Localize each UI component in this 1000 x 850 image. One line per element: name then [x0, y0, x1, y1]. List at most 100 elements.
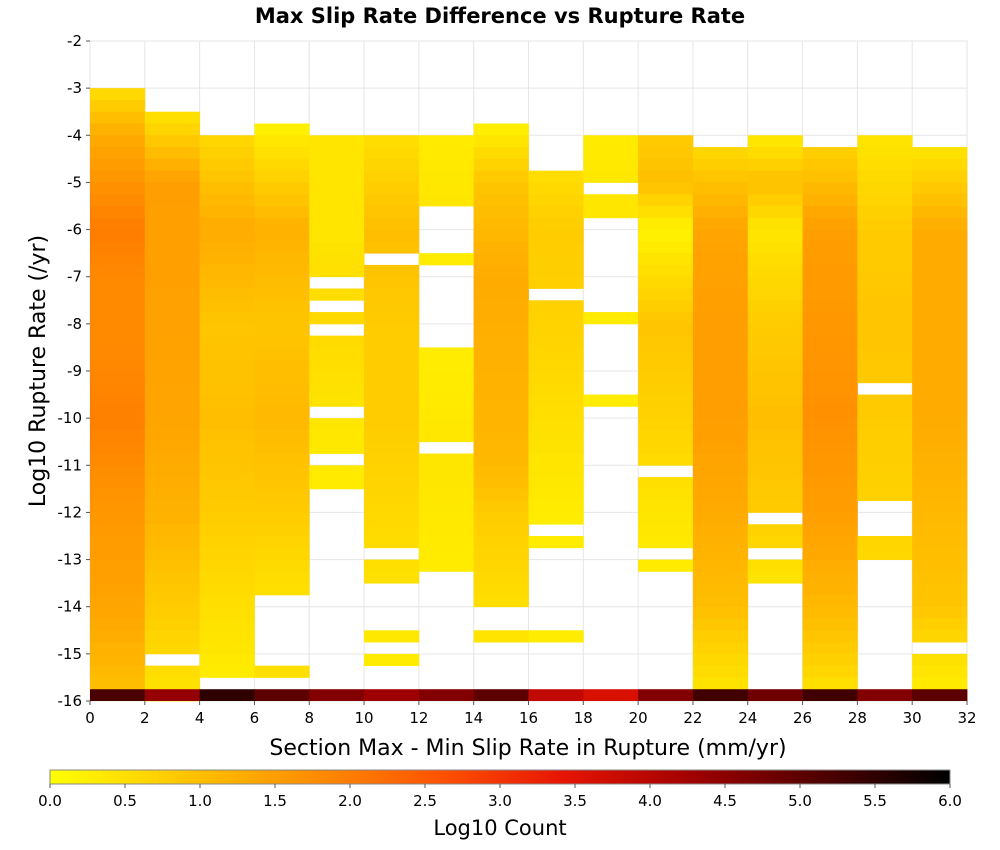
heatmap-cell — [364, 347, 420, 360]
heatmap-cell — [418, 158, 475, 172]
heatmap-cell — [254, 288, 310, 301]
y-tick-label: -13 — [58, 551, 83, 569]
heatmap-cell — [638, 500, 694, 513]
heatmap-cell — [528, 429, 584, 443]
heatmap-cell — [692, 253, 749, 266]
heatmap-cell — [90, 312, 146, 325]
heatmap-cell — [90, 359, 146, 372]
heatmap-cell — [473, 583, 529, 596]
heatmap-cell — [692, 147, 749, 160]
heatmap-cell — [309, 158, 365, 172]
heatmap-cell — [747, 206, 803, 219]
heatmap-cell — [90, 547, 146, 560]
heatmap-cell — [364, 382, 420, 395]
heatmap-cell — [747, 429, 803, 443]
heatmap-cell — [692, 429, 749, 443]
heatmap-cell — [912, 147, 968, 160]
heatmap-cell — [857, 323, 913, 337]
heatmap-cell — [199, 571, 255, 584]
heatmap-cell — [692, 583, 749, 596]
heatmap-cell — [418, 371, 475, 384]
heatmap-cell — [90, 594, 146, 608]
heatmap-cell — [912, 347, 968, 360]
heatmap-cell — [309, 241, 365, 254]
heatmap-cell — [364, 323, 420, 337]
heatmap-cell — [199, 524, 255, 537]
heatmap-cell — [254, 488, 310, 502]
heatmap-cell — [364, 194, 420, 207]
heatmap-cell — [912, 536, 968, 549]
heatmap-cell — [199, 229, 255, 242]
heatmap-cell — [692, 170, 749, 183]
y-tick-label: -16 — [58, 692, 83, 710]
heatmap-cell — [90, 477, 146, 490]
y-tick-label: -12 — [58, 503, 83, 521]
heatmap-cell — [144, 500, 201, 513]
heatmap-cell — [912, 594, 968, 608]
heatmap-cell — [528, 477, 584, 490]
heatmap-cell — [90, 88, 146, 101]
heatmap-cell-bottom — [418, 689, 475, 702]
heatmap-cell — [418, 170, 475, 183]
heatmap-cell — [747, 465, 803, 478]
colorbar-tick-label: 2.5 — [413, 792, 437, 810]
heatmap-cell — [802, 500, 858, 513]
heatmap-cell — [638, 536, 694, 549]
heatmap-cell — [692, 642, 749, 655]
heatmap-cell — [528, 630, 584, 643]
heatmap-cell — [254, 418, 310, 431]
heatmap-cell — [90, 524, 146, 537]
heatmap-cell — [309, 394, 365, 407]
heatmap-cell — [802, 441, 858, 454]
heatmap-cell — [692, 241, 749, 254]
heatmap-cell — [912, 512, 968, 525]
heatmap-cell — [912, 606, 968, 619]
heatmap-cell — [254, 512, 310, 525]
heatmap-cell — [638, 488, 694, 502]
heatmap-cell — [309, 288, 365, 301]
heatmap-cell — [912, 477, 968, 490]
heatmap-cell-bottom — [90, 689, 146, 702]
heatmap-cell — [747, 158, 803, 172]
heatmap-cell — [528, 253, 584, 266]
heatmap-cell — [692, 229, 749, 242]
x-axis-label: Section Max - Min Slip Rate in Rupture (… — [269, 736, 786, 761]
heatmap-cell — [638, 323, 694, 337]
heatmap-cell — [90, 147, 146, 160]
heatmap-cell — [692, 571, 749, 584]
heatmap-cell — [473, 382, 529, 395]
heatmap-cell — [418, 547, 475, 560]
heatmap-cell — [857, 147, 913, 160]
colorbar-tick-label: 0.0 — [38, 792, 62, 810]
heatmap-cell — [857, 347, 913, 360]
heatmap-cell — [857, 264, 913, 278]
heatmap-cell — [144, 465, 201, 478]
heatmap-cell — [912, 382, 968, 395]
heatmap-cell — [418, 453, 475, 466]
heatmap-cell — [912, 677, 968, 690]
heatmap-cell — [364, 241, 420, 254]
heatmap-cell — [199, 182, 255, 195]
heatmap-cell — [418, 394, 475, 407]
heatmap-cell — [747, 312, 803, 325]
heatmap-cell — [802, 229, 858, 242]
heatmap-cell — [692, 630, 749, 643]
heatmap-cell — [90, 583, 146, 596]
x-tick-label: 32 — [957, 709, 976, 727]
heatmap-cell — [418, 135, 475, 148]
heatmap-cell — [309, 182, 365, 195]
heatmap-cell — [857, 312, 913, 325]
heatmap-cell — [254, 347, 310, 360]
heatmap-cell — [364, 571, 420, 584]
heatmap-cell — [747, 217, 803, 230]
heatmap-cell — [857, 253, 913, 266]
heatmap-cell — [802, 524, 858, 537]
heatmap-cell — [418, 559, 475, 572]
heatmap-cell — [692, 217, 749, 230]
heatmap-cell — [638, 477, 694, 490]
heatmap-cell — [144, 665, 201, 678]
heatmap-cell — [638, 194, 694, 207]
heatmap-cell — [747, 170, 803, 183]
heatmap-cell — [144, 111, 201, 124]
y-tick-label: -14 — [58, 598, 83, 616]
